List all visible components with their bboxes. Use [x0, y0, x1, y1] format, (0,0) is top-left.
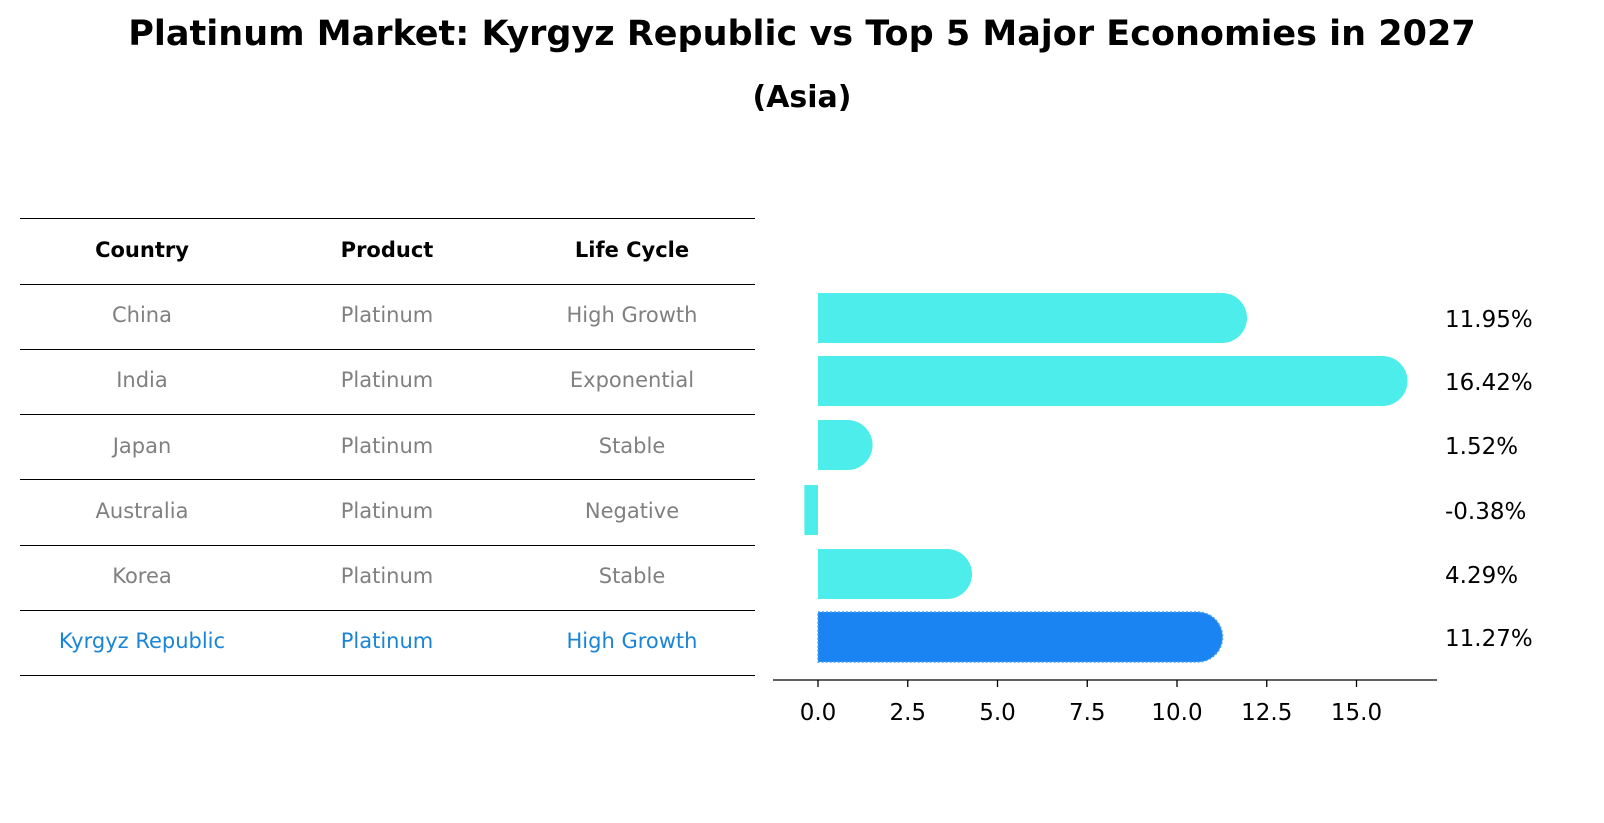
table-cell: Korea — [112, 564, 172, 588]
bar-india — [818, 356, 1408, 406]
table-cell: Platinum — [340, 564, 434, 588]
table-rule — [20, 675, 755, 676]
chart-title: Platinum Market: Kyrgyz Republic vs Top … — [128, 14, 1476, 54]
table-cell: High Growth — [566, 303, 698, 327]
bar-value-label: 16.42% — [1445, 370, 1533, 396]
table-rule — [20, 349, 755, 350]
bar-value-label: 4.29% — [1445, 563, 1518, 589]
table-cell: Stable — [598, 564, 666, 588]
table-rule — [20, 545, 755, 546]
table-cell: Platinum — [340, 303, 434, 327]
table-cell: Stable — [598, 434, 666, 458]
table-header-cell: Product — [340, 238, 434, 262]
bar-value-label: 1.52% — [1445, 434, 1518, 460]
bar-korea — [818, 549, 973, 599]
bar-china — [818, 293, 1248, 343]
table-cell: High Growth — [566, 629, 698, 653]
table-rule — [20, 610, 755, 611]
table-header-cell: Country — [95, 238, 189, 262]
table-cell: Australia — [95, 499, 189, 523]
bar-australia — [804, 485, 818, 535]
bar-japan — [818, 420, 873, 470]
x-tick-label: 2.5 — [889, 700, 926, 726]
table-cell: Platinum — [340, 368, 434, 392]
x-tick-label: 10.0 — [1151, 700, 1202, 726]
x-tick-label: 15.0 — [1331, 700, 1382, 726]
table-cell: Platinum — [340, 629, 434, 653]
table-rule — [20, 218, 755, 219]
bar-value-label: -0.38% — [1445, 499, 1526, 525]
table-rule — [20, 284, 755, 285]
bar-value-label: 11.27% — [1445, 626, 1533, 652]
table-cell: Exponential — [569, 368, 695, 392]
table-cell: Japan — [112, 434, 172, 458]
table-rule — [20, 479, 755, 480]
table-cell: Platinum — [340, 434, 434, 458]
table-cell: China — [112, 303, 172, 327]
table-cell: India — [116, 368, 168, 392]
x-tick-label: 0.0 — [800, 700, 837, 726]
table-cell: Platinum — [340, 499, 434, 523]
table-cell: Kyrgyz Republic — [58, 629, 226, 653]
table-header-cell: Life Cycle — [574, 238, 690, 262]
bar-kyrgyz-republic — [817, 611, 1224, 663]
table-rule — [20, 414, 755, 415]
x-tick-label: 5.0 — [979, 700, 1016, 726]
chart-subtitle: (Asia) — [752, 80, 852, 115]
bar-value-label: 11.95% — [1445, 307, 1533, 333]
x-tick-label: 12.5 — [1241, 700, 1292, 726]
table-cell: Negative — [584, 499, 680, 523]
x-tick-label: 7.5 — [1069, 700, 1106, 726]
